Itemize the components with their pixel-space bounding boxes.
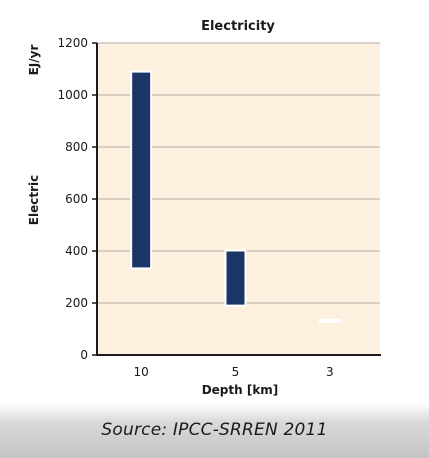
y-axis-unit-label: EJ/yr xyxy=(27,45,41,76)
range-bar-10km xyxy=(130,70,153,270)
chart-title: Electricity xyxy=(201,19,275,34)
chart-canvas: Electricity 0 200 400 600 800 1000 1200 10 5 3 E… xyxy=(27,19,381,397)
range-bar-3km xyxy=(318,318,341,323)
y-tick-label: 600 xyxy=(65,192,88,206)
y-tick-label: 0 xyxy=(80,348,88,362)
x-tick-label: 10 xyxy=(134,365,149,379)
y-tick-labels: 0 200 400 600 800 1000 1200 xyxy=(57,36,97,362)
x-tick-label: 5 xyxy=(232,365,240,379)
y-tick-label: 200 xyxy=(65,296,88,310)
x-tick-labels: 10 5 3 xyxy=(134,365,334,379)
y-tick-label: 1200 xyxy=(57,36,88,50)
x-axis-title: Depth [km] xyxy=(202,383,279,397)
y-tick-label: 400 xyxy=(65,244,88,258)
y-tick-label: 1000 xyxy=(57,88,88,102)
x-tick-label: 3 xyxy=(326,365,334,379)
caption-band xyxy=(0,403,429,458)
y-tick-label: 800 xyxy=(65,140,88,154)
bar-series xyxy=(130,70,341,323)
y-axis-title: Electric xyxy=(27,175,41,225)
source-caption: Source: IPCC-SRREN 2011 xyxy=(101,420,328,440)
range-bar-5km xyxy=(224,249,247,307)
